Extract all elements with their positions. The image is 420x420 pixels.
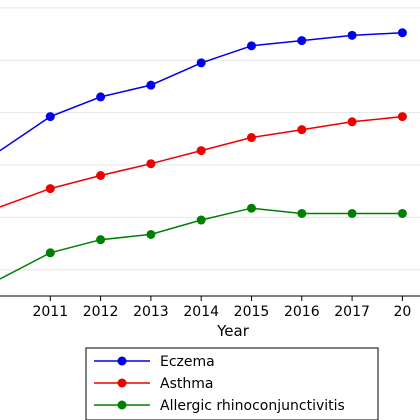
data-point xyxy=(196,215,206,225)
plot-area xyxy=(0,7,420,280)
data-point xyxy=(397,112,407,122)
data-point xyxy=(96,92,106,102)
x-tick-label: 2015 xyxy=(234,304,270,320)
data-point xyxy=(45,112,55,122)
legend-swatch-marker xyxy=(117,378,127,388)
x-tick-label: 2014 xyxy=(183,304,219,320)
data-point xyxy=(196,58,206,68)
data-point xyxy=(297,208,307,218)
series-line xyxy=(0,115,403,208)
data-point xyxy=(347,208,357,218)
legend-item: Asthma xyxy=(94,376,213,392)
data-point xyxy=(347,30,357,40)
data-point xyxy=(196,146,206,156)
data-point xyxy=(45,184,55,194)
legend-item: Eczema xyxy=(94,354,215,370)
data-point xyxy=(397,208,407,218)
series-1 xyxy=(0,112,407,208)
series-line xyxy=(0,31,403,152)
data-point xyxy=(146,80,156,90)
x-tick-label: 2011 xyxy=(32,304,68,320)
data-point xyxy=(347,117,357,127)
legend-box xyxy=(85,347,379,420)
legend-label: Allergic rhinoconjunctivitis xyxy=(160,398,345,414)
legend-label: Asthma xyxy=(160,376,213,392)
series-2 xyxy=(0,203,407,280)
x-axis-title: Year xyxy=(216,322,250,340)
legend-swatch-marker xyxy=(117,356,127,366)
data-point xyxy=(297,125,307,135)
x-tick-label: 2016 xyxy=(284,304,320,320)
data-point xyxy=(246,133,256,143)
x-tick-label: 2012 xyxy=(83,304,119,320)
x-tick-label: 2017 xyxy=(334,304,370,320)
series-0 xyxy=(0,28,407,152)
data-point xyxy=(246,41,256,51)
legend-item: Allergic rhinoconjunctivitis xyxy=(94,398,345,414)
x-tick-label: 20 xyxy=(393,304,411,320)
data-point xyxy=(246,203,256,213)
x-tick-label: 2013 xyxy=(133,304,169,320)
data-point xyxy=(397,28,407,38)
data-point xyxy=(96,235,106,245)
data-point xyxy=(45,248,55,258)
data-point xyxy=(146,159,156,169)
data-point xyxy=(297,36,307,46)
legend: Eczema Asthma Allergic rhinoconjunctivitis xyxy=(85,347,379,420)
legend-label: Eczema xyxy=(160,354,215,370)
legend-swatch-marker xyxy=(117,400,127,410)
data-point xyxy=(146,229,156,239)
x-axis: 2011 2012 2013 2014 2015 2016 2017 20 xyxy=(0,295,420,320)
data-point xyxy=(96,171,106,181)
